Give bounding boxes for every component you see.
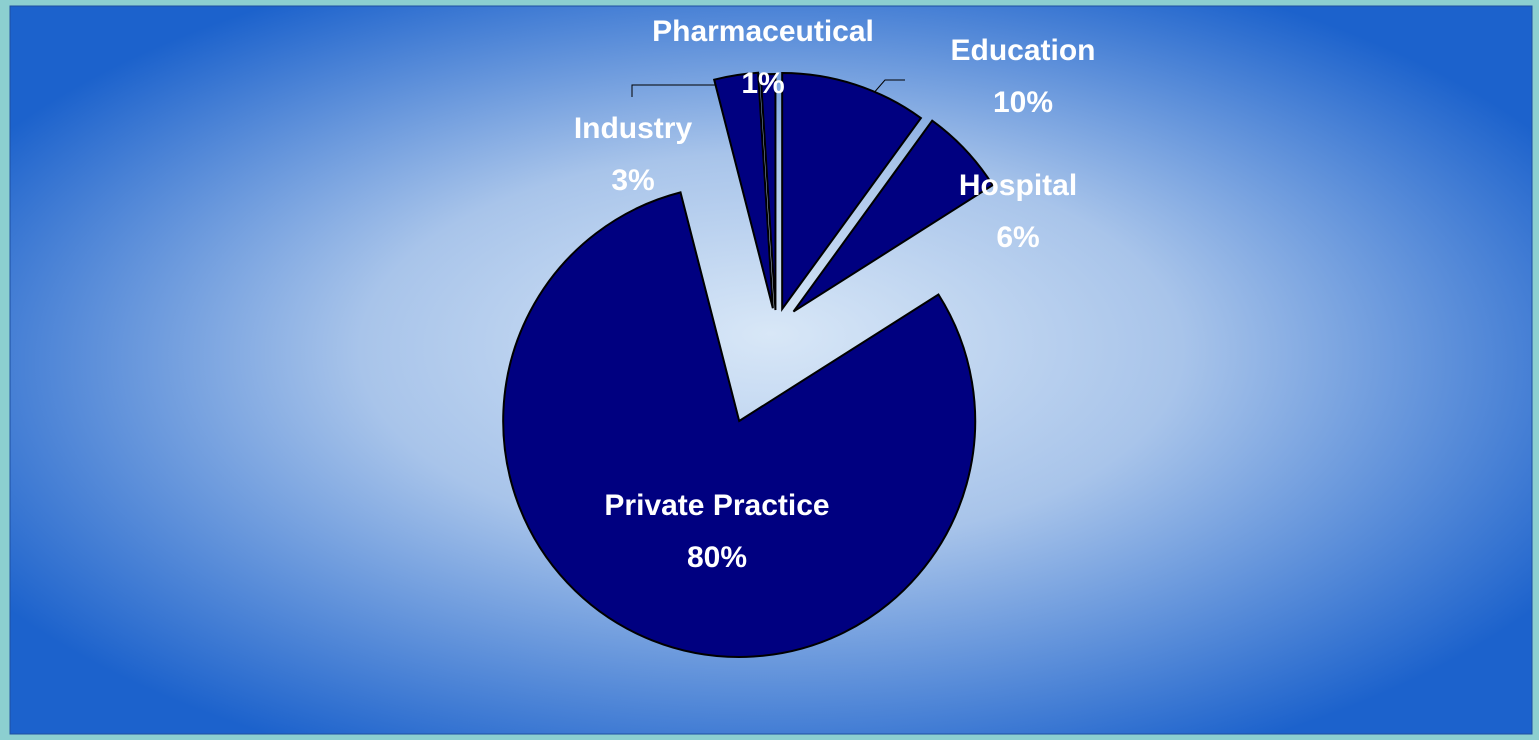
pie-slice (712, 71, 774, 309)
value-label: 80% (687, 541, 747, 574)
slice-label: Industry (574, 112, 693, 145)
value-label: 3% (611, 164, 654, 197)
leader-line (871, 79, 905, 96)
slice-label: Private Practice (604, 489, 829, 522)
pie-slice (792, 119, 995, 313)
pie-slice (759, 73, 777, 311)
value-label: 6% (996, 221, 1039, 254)
slice-label: Education (950, 34, 1095, 67)
pie (502, 71, 995, 658)
pie-slice (781, 71, 923, 313)
value-label: 1% (741, 67, 784, 100)
slice-label: Hospital (959, 169, 1077, 202)
leader-line (631, 84, 715, 97)
value-label: 10% (993, 86, 1053, 119)
labels: Education 10% Hospital 6% Private Practice 80… (574, 15, 1096, 574)
pie-slice (502, 191, 977, 658)
slice-label: Pharmaceutical (652, 15, 874, 48)
